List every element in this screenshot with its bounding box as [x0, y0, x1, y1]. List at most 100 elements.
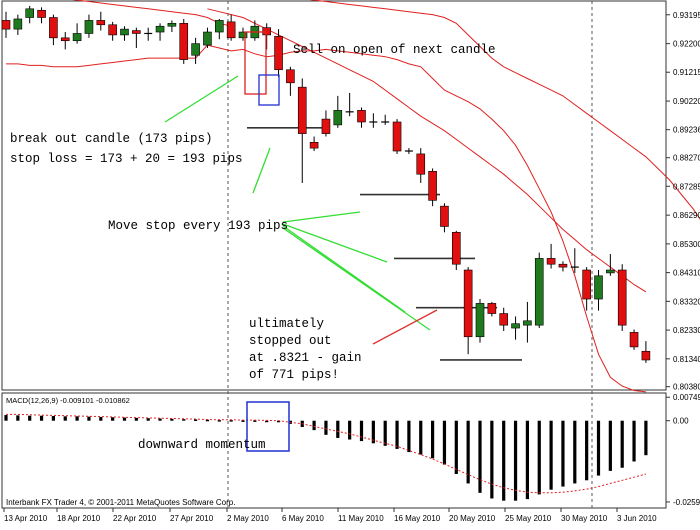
candle: [274, 29, 283, 78]
macd-bar: [194, 419, 198, 421]
candle-body: [96, 20, 106, 26]
candle: [511, 316, 520, 340]
candle: [238, 27, 248, 41]
candle: [570, 248, 579, 273]
candle-body: [606, 269, 615, 274]
macd-bar: [16, 415, 20, 421]
candle: [381, 114, 390, 125]
candle: [404, 148, 413, 154]
macd-bar: [561, 420, 565, 487]
candle: [594, 270, 603, 311]
candle-body: [617, 269, 627, 326]
entry-box: [258, 74, 280, 106]
macd-bar: [502, 420, 506, 501]
macd-panel: [1, 392, 667, 509]
candle: [523, 301, 532, 343]
macd-bar: [324, 420, 328, 435]
macd-tick-label: 0.00749: [673, 393, 700, 402]
macd-label: MACD(12,26,9) -0.009101 -0.010862: [6, 396, 130, 405]
date-tick-label: 13 Apr 2010: [4, 514, 48, 523]
arrow-line: [282, 211, 361, 223]
candle: [321, 110, 331, 137]
upper-band-line: [72, 0, 232, 27]
candle: [534, 252, 544, 329]
candle: [179, 18, 189, 64]
candle: [167, 20, 177, 33]
macd-bar: [241, 420, 245, 422]
candle: [49, 14, 58, 46]
macd-histogram: [4, 413, 648, 501]
macd-bar: [158, 418, 162, 421]
price-tick-label: 0.90220: [673, 97, 700, 106]
candle: [451, 230, 461, 271]
candle: [333, 95, 343, 128]
candle-body: [641, 350, 651, 361]
macd-bar: [75, 416, 79, 421]
move-stop-annotation: Move stop every 193 pips: [108, 219, 288, 233]
candle: [13, 14, 23, 35]
candle: [546, 243, 556, 269]
stoploss-annotation: stop loss = 173 + 20 = 193 pips: [10, 152, 243, 166]
candle-body: [523, 320, 532, 326]
price-tick-label: 0.92200: [673, 40, 700, 49]
candle: [132, 27, 141, 48]
macd-bar: [348, 420, 352, 440]
price-tick-label: 0.80380: [673, 383, 700, 392]
price-tick-label: 0.83320: [673, 297, 700, 306]
macd-bar: [478, 420, 482, 493]
macd-bar: [466, 420, 470, 484]
candle: [345, 92, 354, 117]
macd-tick-label: 0.00: [673, 417, 689, 426]
candle-body: [60, 37, 70, 42]
candle-body: [155, 25, 165, 33]
macd-bar: [395, 420, 399, 449]
candle-body: [629, 332, 639, 348]
candle-body: [582, 269, 591, 300]
candle-body: [108, 24, 117, 36]
price-tick-label: 0.93195: [673, 11, 700, 20]
macd-bar: [229, 420, 233, 422]
candle-body: [309, 142, 319, 149]
middle-band-line: [207, 8, 647, 293]
candle-body: [440, 205, 449, 227]
macd-bar: [134, 417, 138, 421]
candle: [428, 168, 437, 207]
arrow-line: [282, 227, 431, 331]
macd-bar: [644, 420, 648, 456]
macd-bar: [419, 420, 423, 455]
candle-body: [357, 110, 366, 123]
candle-body: [226, 21, 236, 39]
price-tick-label: 0.84310: [673, 269, 700, 278]
candle: [416, 148, 426, 183]
stopped-annotation-3: at .8321 - gain: [249, 351, 362, 365]
candle-body: [297, 86, 307, 134]
macd-bar: [442, 420, 447, 465]
date-tick-label: 22 Apr 2010: [113, 514, 157, 523]
candle-body: [546, 258, 556, 265]
macd-bar: [585, 420, 589, 481]
macd-bar: [431, 420, 435, 459]
date-tick-label: 25 May 2010: [505, 514, 552, 523]
candle-body: [203, 31, 212, 46]
date-tick-label: 11 May 2010: [338, 514, 384, 523]
candle: [262, 23, 272, 50]
macd-bar: [99, 416, 103, 421]
price-tick-label: 0.86290: [673, 211, 700, 220]
candle-body: [321, 118, 331, 134]
candle-body: [1, 20, 11, 30]
macd-bar: [371, 420, 375, 444]
macd-bar: [265, 420, 269, 423]
stopped-annotation-2: stopped out: [249, 334, 332, 348]
candle: [203, 27, 212, 48]
candle: [499, 307, 509, 331]
macd-bar: [312, 420, 316, 431]
macd-bar: [276, 420, 281, 423]
candle: [226, 14, 236, 41]
macd-bar: [525, 420, 529, 500]
stopped-arrow: [372, 309, 438, 345]
candle: [60, 32, 70, 50]
macd-bar: [63, 416, 67, 421]
macd-bar: [620, 420, 624, 468]
